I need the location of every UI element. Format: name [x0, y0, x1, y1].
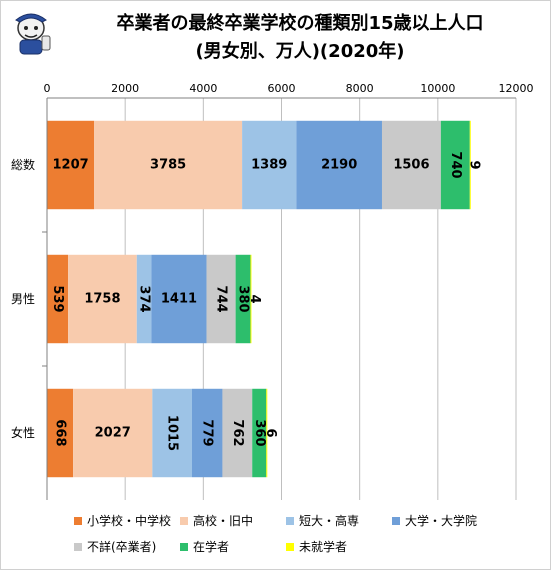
x-tick-label: 0: [44, 82, 51, 95]
legend-swatch: [74, 516, 82, 525]
data-label: 1015: [165, 415, 180, 451]
legend-swatch: [286, 516, 294, 525]
legend-item: 大学・大学院: [392, 512, 477, 529]
bar-segment: [47, 388, 74, 478]
data-label: 2190: [321, 158, 357, 173]
legend-item: 高校・旧中: [180, 512, 253, 529]
bar-segment: [242, 120, 297, 210]
data-label: 3785: [150, 158, 186, 173]
legend-label: 不詳(卒業者): [87, 540, 157, 554]
bar-segment: [47, 254, 69, 344]
data-label: 9: [467, 160, 482, 169]
bar-segment: [235, 254, 251, 344]
legend-swatch: [74, 542, 82, 551]
bar-segment: [191, 388, 223, 478]
legend-swatch: [180, 516, 188, 525]
x-tick-label: 8000: [346, 82, 374, 95]
data-label: 380: [236, 285, 251, 312]
legend-item: 小学校・中学校: [74, 512, 171, 529]
legend-swatch: [286, 542, 294, 551]
bar-segment: [222, 388, 253, 478]
bar-segment: [47, 120, 95, 210]
bar-segment: [440, 120, 470, 210]
bar-segment: [73, 388, 153, 478]
data-label: 740: [448, 151, 463, 178]
bar-segment: [381, 120, 441, 210]
category-label: 総数: [11, 157, 35, 172]
bar-segment: [252, 388, 267, 478]
bar-segment: [469, 120, 471, 210]
category-label: 男性: [11, 292, 35, 306]
legend-label: 小学校・中学校: [87, 514, 172, 528]
bar-segment: [152, 388, 192, 478]
bar-segment: [151, 254, 207, 344]
x-tick-label: 10000: [420, 82, 455, 95]
legend-item: 短大・高専: [286, 512, 359, 529]
x-tick-label: 6000: [268, 82, 296, 95]
mascot-logo-icon: [15, 13, 51, 55]
data-label: 1411: [161, 292, 197, 307]
data-label: 6: [263, 428, 278, 437]
legend-item: 在学者: [180, 538, 229, 555]
legend-label: 高校・旧中: [193, 514, 254, 528]
chart-title: 卒業者の最終卒業学校の種類別15歳以上人口 (男女別、万人)(2020年): [60, 10, 540, 66]
x-tick-label: 4000: [189, 82, 217, 95]
bar-segment: [206, 254, 236, 344]
bar-segment: [296, 120, 382, 210]
bar-segment: [136, 254, 152, 344]
bar-layer: 1207 3785 1389 2190 1506 740 9 539 1758 374 1411 74…: [47, 120, 482, 478]
data-label: 1389: [251, 158, 287, 173]
data-label: 539: [50, 285, 65, 312]
legend-item: 不詳(卒業者): [74, 538, 156, 555]
bar-segment: [266, 388, 268, 478]
legend-label: 未就学者: [299, 540, 348, 554]
legend-swatch: [180, 542, 188, 551]
data-label: 744: [214, 285, 229, 312]
legend-label: 大学・大学院: [405, 514, 478, 528]
data-label: 1506: [393, 158, 429, 173]
legend-label: 短大・高専: [299, 514, 360, 528]
data-label: 1758: [84, 292, 120, 307]
chart-title-line2: (男女別、万人)(2020年): [195, 41, 405, 62]
bar-segment: [94, 120, 243, 210]
data-label: 779: [200, 419, 215, 446]
data-label: 4: [247, 294, 262, 303]
data-label: 1207: [52, 158, 88, 173]
data-label: 360: [252, 419, 267, 446]
data-label: 2027: [95, 426, 131, 441]
data-label: 762: [230, 419, 245, 446]
legend-label: 在学者: [193, 540, 230, 554]
category-label: 女性: [11, 425, 35, 440]
bar-segment: [68, 254, 137, 344]
legend-item: 未就学者: [286, 538, 347, 555]
x-tick-label: 2000: [111, 82, 139, 95]
x-tick-label: 12000: [499, 82, 534, 95]
chart-title-line1: 卒業者の最終卒業学校の種類別15歳以上人口: [116, 13, 484, 34]
data-label: 668: [53, 419, 68, 446]
data-label: 374: [137, 285, 152, 312]
bar-segment: [250, 254, 252, 344]
legend-swatch: [392, 516, 400, 525]
